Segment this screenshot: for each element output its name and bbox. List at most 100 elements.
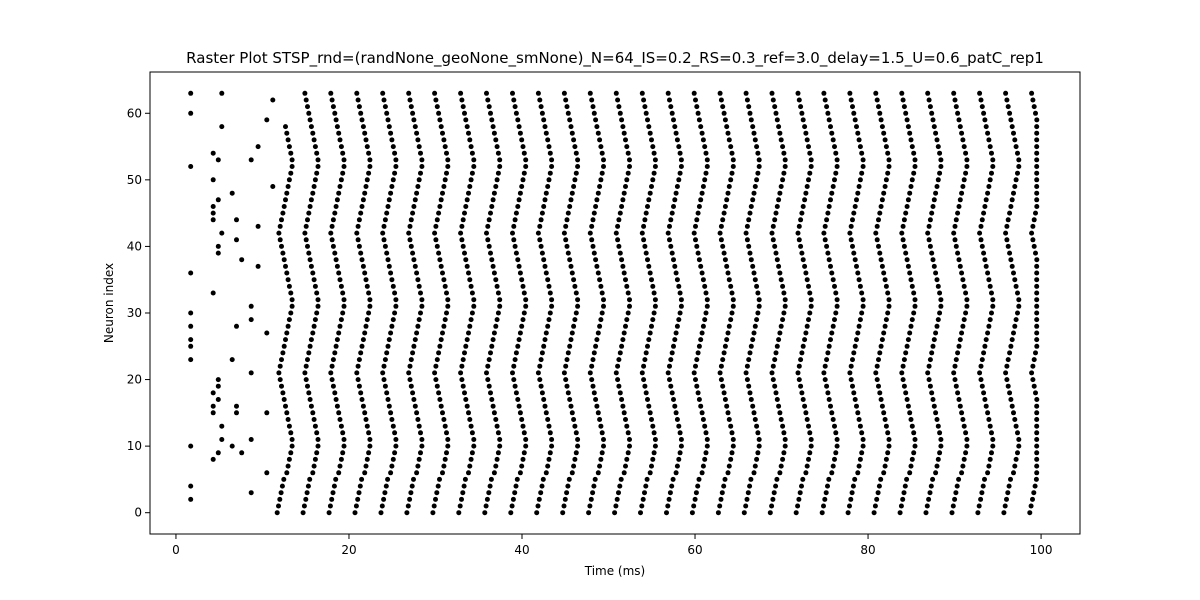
spike-point [534,510,540,516]
spike-point [338,283,344,289]
spike-point [696,117,702,123]
spike-point [303,97,309,103]
spike-point [332,350,338,356]
spike-point [572,177,578,183]
spike-point [729,310,735,316]
spike-point [907,330,913,336]
spike-point [875,490,881,496]
spike-point [953,357,959,363]
spike-point [852,476,858,482]
spike-point [572,144,578,150]
spike-point [834,164,840,169]
spike-point [337,277,343,283]
spike-point [700,417,706,422]
spike-point [334,337,340,343]
spike-point [849,490,855,496]
spike-point [855,410,861,416]
spike-point [721,110,727,116]
spike-point [1001,510,1007,516]
spike-point [569,330,575,336]
spike-point [593,257,599,263]
spike-point [355,97,361,103]
spike-point [782,437,788,442]
spike-point [978,363,984,369]
spike-point [848,97,854,103]
spike-point [337,417,343,422]
spike-point [672,337,678,343]
spike-point [828,197,833,203]
spike-point [572,456,578,462]
spike-point [408,104,414,110]
spike-point [964,297,970,303]
spike-point [410,210,416,216]
spike-point [488,476,494,482]
spike-point [338,456,344,462]
spike-point [956,257,962,263]
spike-point [188,337,194,343]
spike-point [336,410,342,416]
spike-point [800,117,806,123]
y-tick-label: 40 [127,239,142,253]
spike-point [568,197,574,203]
spike-point [1030,377,1036,383]
spike-point [575,164,581,169]
spike-point [445,437,451,442]
spike-point [1034,403,1040,409]
spike-point [592,476,598,482]
spike-point [951,370,957,376]
spike-point [981,210,987,216]
spike-point [390,317,396,323]
spike-point [795,90,801,96]
spike-point [210,456,216,462]
spike-point [937,150,943,156]
spike-point [665,230,671,236]
spike-point [986,184,992,189]
spike-point [848,496,854,502]
spike-point [1034,283,1040,289]
spike-point [832,317,837,323]
spike-point [276,503,281,509]
spike-point [210,390,216,396]
spike-point [445,157,451,163]
spike-point [466,190,471,196]
spike-point [341,164,347,169]
spike-point [460,357,466,363]
spike-point [641,97,647,103]
spike-point [494,317,500,323]
spike-point [547,450,553,456]
spike-point [619,343,625,349]
spike-point [564,217,570,223]
spike-point [466,270,471,276]
spike-point [911,150,917,156]
spike-point [488,250,493,256]
spike-point [773,250,779,256]
spike-point [747,390,753,396]
spike-point [755,450,761,456]
spike-point [281,204,287,209]
spike-point [215,450,221,456]
spike-point [549,303,555,309]
spike-point [744,363,750,369]
spike-point [471,437,477,442]
spike-point [620,124,626,130]
spike-point [281,343,287,349]
spike-point [599,430,605,436]
spike-point [277,223,283,229]
spike-point [364,423,370,429]
spike-point [284,270,290,276]
spike-point [851,210,857,216]
spike-point [356,217,362,223]
spike-point [903,110,909,116]
spike-point [691,370,697,376]
spike-point [414,270,420,276]
spike-point [677,450,683,456]
spike-point [575,443,581,449]
spike-point [625,450,631,456]
spike-point [285,463,291,469]
spike-point [978,377,984,383]
spike-point [897,510,903,516]
spike-point [980,483,986,489]
spike-point [418,290,423,296]
spike-point [672,403,678,409]
spike-point [960,463,966,469]
